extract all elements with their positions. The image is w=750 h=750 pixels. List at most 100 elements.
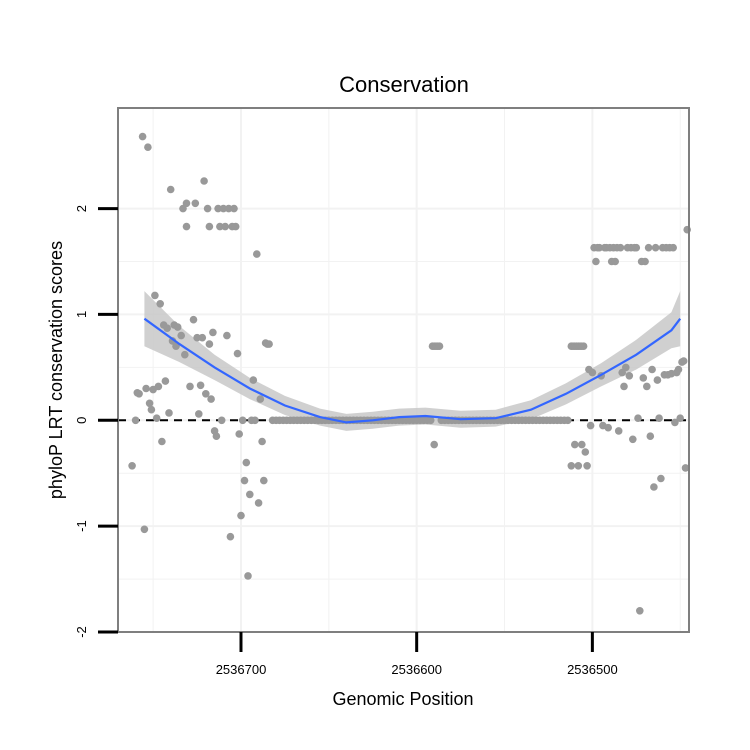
data-point	[681, 464, 690, 472]
data-point	[152, 414, 161, 423]
data-point	[209, 328, 217, 337]
data-point	[191, 199, 200, 208]
data-point	[648, 365, 656, 374]
data-point	[588, 368, 597, 377]
data-point	[195, 410, 203, 418]
data-point	[202, 390, 210, 398]
data-point	[578, 440, 586, 449]
data-point	[583, 462, 591, 470]
data-point	[435, 342, 444, 351]
data-point	[252, 250, 261, 258]
data-point	[579, 342, 588, 351]
x-tick-label: 2536700	[216, 662, 267, 677]
data-point	[611, 257, 619, 266]
data-point	[254, 499, 263, 507]
data-point	[233, 349, 242, 358]
data-point	[193, 333, 201, 342]
confidence-ribbon	[144, 291, 681, 431]
data-point	[567, 462, 576, 470]
data-point	[632, 243, 641, 252]
data-point	[256, 395, 265, 403]
smooth-trend-line	[143, 317, 682, 424]
data-point	[650, 483, 658, 491]
x-tick-label: 2536600	[391, 662, 442, 677]
data-point	[636, 607, 644, 615]
data-point	[144, 143, 152, 151]
data-point	[249, 376, 258, 384]
data-point	[140, 525, 149, 534]
data-point	[653, 376, 662, 384]
data-point	[571, 440, 579, 449]
data-point	[260, 476, 268, 485]
y-tick-label: 2	[74, 205, 89, 212]
data-point	[614, 427, 623, 435]
data-point	[219, 204, 228, 213]
data-point	[586, 421, 595, 430]
data-point	[616, 243, 625, 252]
data-point	[177, 331, 185, 340]
data-point	[166, 185, 175, 194]
x-axis-label: Genomic Position	[332, 689, 473, 709]
data-point	[163, 324, 171, 333]
y-axis-label: phyloP LRT conservation scores	[46, 241, 66, 499]
data-point	[674, 365, 683, 374]
data-point	[595, 243, 604, 252]
chart-title: Conservation	[339, 72, 469, 97]
data-point	[200, 177, 208, 185]
data-point	[207, 395, 215, 403]
data-point	[592, 257, 600, 266]
data-point	[622, 363, 630, 372]
data-point	[564, 416, 572, 425]
x-axis: 2536700 2536600 2536500	[216, 632, 618, 677]
data-point	[173, 323, 182, 331]
data-point	[240, 476, 249, 485]
data-point	[265, 340, 273, 348]
data-point	[156, 300, 164, 308]
y-tick-label: 0	[74, 417, 89, 424]
data-point	[242, 458, 251, 467]
data-point	[671, 418, 679, 427]
data-point	[151, 291, 159, 300]
y-tick-label: -2	[74, 626, 89, 638]
data-point	[217, 416, 226, 425]
data-point	[643, 382, 651, 391]
data-point	[203, 204, 212, 213]
data-point	[223, 331, 231, 340]
data-point	[154, 382, 163, 391]
data-point	[186, 382, 194, 391]
data-point	[237, 511, 245, 520]
data-point	[214, 204, 222, 213]
data-point	[258, 437, 266, 446]
data-point	[235, 430, 243, 438]
data-point	[230, 204, 238, 213]
data-point	[251, 416, 259, 425]
data-point	[142, 384, 150, 393]
data-point	[676, 414, 684, 423]
data-point	[644, 243, 653, 252]
data-point	[158, 437, 166, 446]
y-axis: -2 -1 0 1 2	[74, 205, 118, 638]
data-point	[641, 257, 649, 266]
data-point	[620, 382, 628, 391]
data-point	[182, 222, 191, 231]
data-point	[625, 372, 634, 380]
data-point	[426, 416, 435, 425]
data-point	[574, 462, 583, 470]
data-point	[224, 204, 233, 213]
y-tick-label: 1	[74, 311, 89, 318]
data-point	[145, 399, 154, 408]
data-point	[221, 222, 229, 231]
data-point	[679, 357, 688, 365]
data-point	[196, 381, 205, 390]
data-point	[198, 333, 207, 342]
data-point	[216, 222, 224, 231]
data-point	[231, 222, 240, 231]
data-point	[172, 342, 180, 351]
data-point	[657, 474, 665, 483]
data-point	[205, 222, 214, 231]
data-point	[131, 416, 140, 425]
data-point	[226, 532, 235, 541]
y-tick-label: -1	[74, 520, 89, 532]
data-point	[189, 315, 198, 324]
